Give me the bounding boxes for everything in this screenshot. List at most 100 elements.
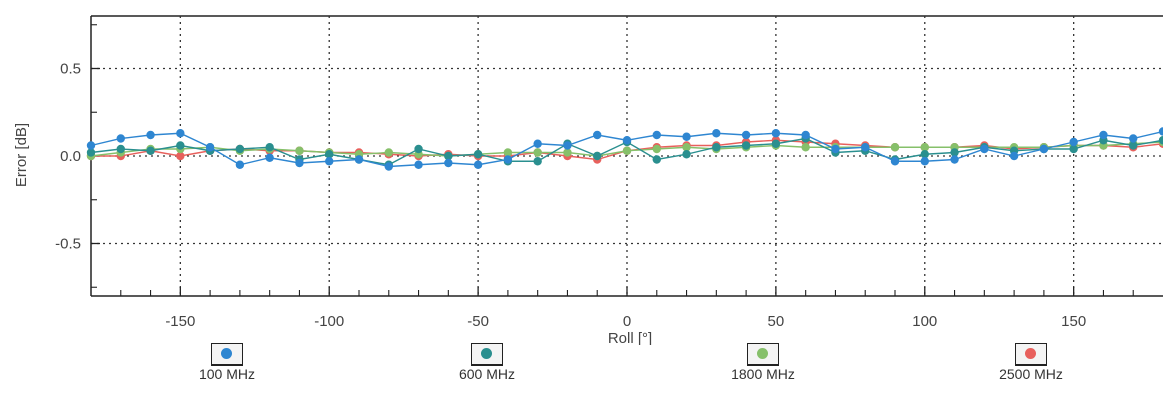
legend-marker	[1025, 348, 1036, 359]
data-point-100-mhz	[116, 134, 125, 143]
data-point-100-mhz	[622, 136, 632, 145]
data-point-1800-mhz	[622, 146, 632, 155]
data-point-100-mhz	[980, 144, 989, 154]
data-point-100-mhz	[1129, 134, 1138, 143]
data-point-600-mhz	[1129, 141, 1138, 150]
plot-area: -150 -100 -50 0 50 100 150 0.5 0.0 -0.5	[55, 15, 1163, 330]
y-tick-label: 0.5	[60, 61, 81, 78]
x-tick-label: -100	[314, 313, 344, 330]
legend-label: 1800 MHz	[731, 366, 795, 382]
data-point-1800-mhz	[384, 148, 393, 157]
x-tick-label: -50	[467, 313, 489, 330]
x-tick-label: 0	[623, 313, 631, 330]
data-point-1800-mhz	[920, 143, 929, 152]
data-point-1800-mhz	[533, 148, 542, 157]
data-point-100-mhz	[1009, 151, 1019, 161]
data-point-100-mhz	[831, 144, 840, 154]
data-point-600-mhz	[533, 157, 542, 166]
data-point-1800-mhz	[890, 143, 900, 152]
data-point-600-mhz	[444, 151, 453, 161]
data-point-1800-mhz	[563, 148, 572, 157]
data-point-1800-mhz	[682, 143, 691, 152]
data-point-100-mhz	[890, 157, 900, 166]
legend-label: 600 MHz	[458, 366, 516, 382]
data-point-100-mhz	[235, 160, 245, 169]
data-point-600-mhz	[176, 141, 185, 150]
legend: 100 MHz 600 MHz 1800 MHz 2500 MHz	[0, 343, 1163, 397]
legend-marker	[221, 348, 232, 359]
data-point-100-mhz	[861, 143, 870, 152]
data-point-100-mhz	[1069, 137, 1078, 147]
data-point-600-mhz	[414, 144, 423, 154]
data-point-100-mhz	[533, 139, 542, 148]
data-point-600-mhz	[116, 144, 125, 154]
legend-swatch	[471, 343, 503, 366]
data-point-600-mhz	[682, 150, 691, 159]
data-point-100-mhz	[1099, 130, 1108, 140]
data-point-100-mhz	[503, 155, 513, 164]
data-point-100-mhz	[950, 155, 959, 164]
x-tick-label: 50	[768, 313, 785, 330]
data-point-600-mhz	[86, 148, 96, 157]
x-tick-label: -150	[165, 313, 195, 330]
y-tick-label: -0.5	[55, 236, 81, 253]
data-point-100-mhz	[444, 158, 453, 168]
data-point-600-mhz	[1158, 136, 1163, 145]
legend-item-600-mhz: 600 MHz	[417, 343, 557, 382]
x-tick-label: 100	[912, 313, 937, 330]
data-point-100-mhz	[86, 141, 96, 150]
data-point-100-mhz	[771, 129, 781, 138]
data-point-100-mhz	[1158, 127, 1163, 136]
data-point-100-mhz	[325, 157, 334, 166]
data-point-600-mhz	[473, 150, 483, 159]
x-axis-title: Roll [°]	[608, 330, 652, 345]
data-point-100-mhz	[473, 160, 483, 169]
data-point-600-mhz	[712, 143, 721, 152]
data-point-1800-mhz	[801, 143, 810, 152]
data-point-600-mhz	[146, 146, 155, 155]
data-point-600-mhz	[235, 144, 245, 154]
y-axis-title: Error [dB]	[13, 123, 30, 187]
data-point-100-mhz	[652, 130, 661, 140]
data-point-2500-mhz	[176, 151, 185, 161]
data-point-600-mhz	[741, 141, 751, 150]
data-point-100-mhz	[295, 158, 304, 168]
data-point-100-mhz	[414, 160, 423, 169]
data-point-600-mhz	[652, 155, 661, 164]
data-point-1800-mhz	[295, 146, 304, 155]
data-point-100-mhz	[682, 132, 691, 141]
legend-label: 2500 MHz	[999, 366, 1063, 382]
data-point-100-mhz	[354, 155, 364, 164]
legend-marker	[757, 348, 768, 359]
legend-item-100-mhz: 100 MHz	[157, 343, 297, 382]
legend-item-2500-mhz: 2500 MHz	[961, 343, 1101, 382]
data-point-100-mhz	[265, 153, 274, 162]
legend-swatch	[747, 343, 779, 366]
data-point-600-mhz	[950, 148, 959, 157]
data-point-100-mhz	[146, 130, 155, 140]
data-point-100-mhz	[176, 129, 185, 138]
data-point-1800-mhz	[503, 148, 513, 157]
data-point-600-mhz	[920, 150, 929, 159]
data-point-100-mhz	[801, 130, 810, 140]
data-point-1800-mhz	[652, 144, 661, 154]
data-point-600-mhz	[1069, 144, 1078, 154]
legend-swatch	[1015, 343, 1047, 366]
data-point-600-mhz	[771, 139, 781, 148]
data-point-600-mhz	[265, 143, 274, 152]
chart: -150 -100 -50 0 50 100 150 0.5 0.0 -0.5 Error [dB…	[13, 15, 1163, 345]
data-point-100-mhz	[593, 130, 602, 140]
legend-label: 100 MHz	[198, 366, 256, 382]
data-point-100-mhz	[712, 129, 721, 138]
data-point-100-mhz	[384, 162, 393, 171]
legend-item-1800-mhz: 1800 MHz	[693, 343, 833, 382]
legend-marker	[481, 348, 492, 359]
y-tick-label: 0.0	[60, 148, 81, 165]
data-point-100-mhz	[920, 157, 929, 166]
data-point-100-mhz	[205, 143, 215, 152]
data-point-600-mhz	[325, 150, 334, 159]
legend-swatch	[211, 343, 243, 366]
data-point-600-mhz	[593, 151, 602, 161]
x-tick-label: 150	[1061, 313, 1086, 330]
data-point-100-mhz	[1039, 144, 1049, 154]
